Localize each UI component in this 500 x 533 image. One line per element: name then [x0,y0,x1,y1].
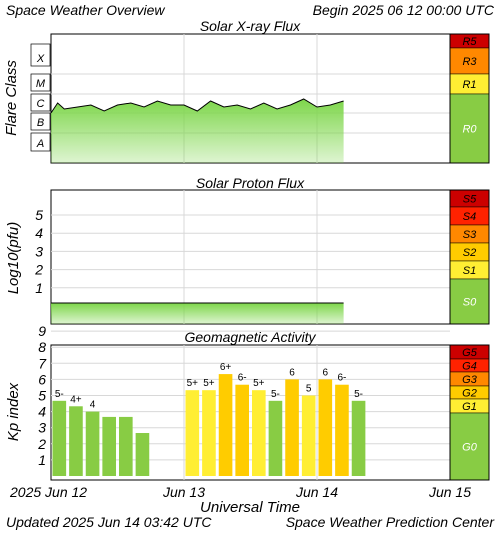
kp-bar-label: 5+ [187,378,199,389]
kp-bar [69,406,83,476]
proton-flux-area [51,303,344,324]
scale-r3 [449,47,490,75]
kp-bar [202,390,216,476]
kp-bar-label: 6+ [220,362,232,373]
flare-class-a: A [36,138,44,150]
flare-class-box-x [30,43,51,67]
scale-label-g1: G1 [462,401,477,413]
flare-class-c: C [37,98,45,110]
scale-frame-proton [449,189,490,325]
flare-class-box-b [30,112,51,131]
kp-bar [318,379,333,476]
scale-label-g5: G5 [462,347,478,359]
scale-label-r5: R5 [462,36,477,48]
scale-label-g3: G3 [462,374,478,386]
flare-class-box-c [30,93,51,112]
kp-bar [252,390,266,476]
scale-frame-xray [449,33,490,164]
proton-y-axis-label: Log10(pfu) [5,222,22,295]
xray-flux-area [51,99,344,163]
scale-r0 [449,93,490,164]
scale-label-s5: S5 [463,194,477,206]
kp-bar-label: 5- [354,389,363,400]
x-tick-3: Jun 15 [428,484,471,500]
kp-bar [268,400,283,476]
geomag-panel-title: Geomagnetic Activity [184,329,316,345]
kp-bar-label: 6 [323,367,329,378]
proton-ytick-5: 5 [35,207,43,223]
kp-ytick-8: 8 [38,339,46,355]
proton-ytick-4: 4 [35,225,43,241]
kp-bar [335,384,349,476]
kp-bar [52,400,67,476]
x-tick-0: 2025 Jun 12 [9,484,87,500]
scale-g0 [449,412,490,481]
kp-ytick-2: 2 [37,436,46,452]
proton-ytick-3: 3 [35,243,43,259]
x-tick-2: Jun 14 [295,484,338,500]
plot-frame-kp [50,344,451,481]
scale-label-s4: S4 [463,211,476,223]
proton-ytick-1: 1 [35,280,43,296]
kp-bar [235,384,249,476]
kp-bar [185,390,200,476]
swpc-credit: Space Weather Prediction Center [285,514,494,530]
scale-label-g4: G4 [462,361,477,373]
flare-class-x: X [36,53,45,65]
scale-label-r1: R1 [462,79,476,91]
kp-ytick-3: 3 [38,420,46,436]
proton-ytick-2: 2 [34,262,43,278]
kp-bar-label: 6- [238,373,247,384]
scale-label-g2: G2 [462,388,477,400]
scale-label-s2: S2 [463,247,476,259]
kp-bar-label: 5+ [203,378,215,389]
kp-bar [119,416,133,476]
kp-bar [135,433,150,476]
x-axis-label: Universal Time [200,499,300,516]
kp-bar [301,395,316,476]
kp-bar [285,379,299,476]
plot-frame-proton [50,189,451,325]
kp-bar-label: 5 [306,384,312,395]
scale-label-s1: S1 [463,265,476,277]
scale-label-r3: R3 [462,56,477,68]
xray-flux-line [50,98,344,114]
flare-class-b: B [37,117,44,129]
kp-bar-label: 4+ [70,394,82,405]
flare-class-box-a [30,132,51,152]
scale-label-s0: S0 [463,297,477,309]
scale-label-s3: S3 [463,229,477,241]
proton-panel-title: Solar Proton Flux [195,175,305,191]
scale-label-r0: R0 [462,124,477,136]
kp-bar-label: 4 [90,400,96,411]
xray-y-axis-label: Flare Class [3,60,20,136]
kp-bar-label: 5- [55,389,64,400]
x-tick-1: Jun 13 [162,484,205,500]
kp-y-axis-label: Kp index [5,382,22,441]
kp-bar-label: 6 [289,367,295,378]
kp-ytick-7: 7 [38,355,47,371]
xray-panel-title: Solar X-ray Flux [199,18,301,34]
scale-label-g0: G0 [462,442,478,454]
kp-ytick-4: 4 [38,404,46,420]
kp-ytick-1: 1 [38,452,46,468]
kp-bar [218,374,233,476]
kp-bar [351,400,366,476]
kp-bar-label: 6- [337,373,346,384]
scale-frame-kp [449,344,490,481]
kp-bar [85,411,100,476]
kp-ytick-9: 9 [38,323,46,339]
flare-class-m: M [36,78,46,90]
kp-bar-label: 5+ [253,378,265,389]
kp-bar-label: 5- [271,389,280,400]
kp-ytick-6: 6 [38,371,46,387]
kp-bar [102,416,116,476]
updated-time: Updated 2025 Jun 14 03:42 UTC [6,514,212,530]
flare-class-box-m [30,73,51,92]
page-title: Space Weather Overview [6,2,165,18]
begin-time: Begin 2025 06 12 00:00 UTC [312,2,494,18]
kp-ytick-5: 5 [38,388,46,404]
